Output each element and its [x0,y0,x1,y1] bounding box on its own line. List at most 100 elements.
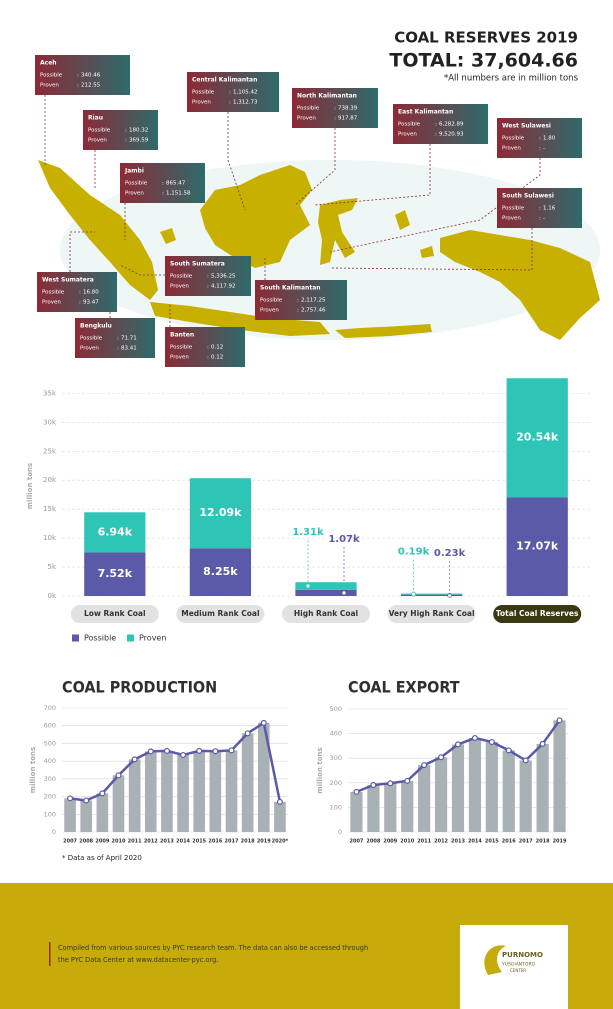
chart: million tons 0k 5k 10k 15k 20k 25k 30k 35k 7.52k 6… [26,378,590,643]
row-value: 1,312.73 [233,100,258,106]
line-marker [67,795,74,802]
bar [418,765,431,832]
row-label: Proven [80,346,99,352]
row-value: 4,117.92 [211,284,236,290]
chart-title: COAL PRODUCTION [62,678,217,697]
category-pill [70,605,159,623]
footer-text: Compiled from various sources by PYC res… [58,944,368,952]
bar [64,798,76,832]
logo-text: CENTER [510,968,526,973]
separator: : [435,132,437,138]
y-tick-label: 20k [43,476,57,484]
row-label: Possible [502,206,525,212]
total: TOTAL: 37,604.66 [389,50,578,72]
chart-note: * Data as of April 2020 [62,854,142,862]
label-box [497,118,582,158]
row-value: 83.41 [121,346,137,352]
data-label: 20.54k [516,431,559,444]
bar-segment [506,497,568,596]
map-connectors [44,95,541,327]
legend-label: Possible [84,634,116,643]
line-marker [455,741,462,748]
label-box [165,256,251,296]
bar-segment [295,582,357,590]
row-value: 0.12 [211,345,223,351]
logo-text: PURNOMO [502,951,543,959]
row-label: Proven [260,308,279,314]
region-name: Bengkulu [80,323,112,330]
x-tick-label: Low Rank Coal [84,609,146,618]
separator: : [207,274,209,280]
row-label: Possible [40,73,63,79]
x-tick-label: 2014 [176,839,190,845]
bar [193,750,206,832]
x-tick-label: 2009 [383,839,397,845]
x-tick-label: 2007 [350,839,364,845]
y-tick-label: 10k [43,534,57,542]
label-box [120,163,205,203]
y-tick-label: 400 [330,730,342,738]
row-value: 93.47 [83,300,99,306]
category-pill [493,605,582,623]
row-value: 1,151.58 [166,191,191,197]
separator: : [229,100,231,106]
y-tick-label: 500 [44,739,56,747]
region-label: West Sulawesi Possible:1.80 Proven: - [497,118,582,158]
bar [401,780,414,832]
data-label: 0.19k [398,547,430,558]
y-tick-label: 200 [44,793,56,801]
bar-segment [189,478,252,549]
bar [96,793,109,832]
row-value: 738.39 [338,106,358,112]
row-label: Proven [125,191,144,197]
label-box [393,104,488,144]
y-tick-label: 35k [43,389,57,397]
separator: : [297,308,299,314]
separator: : [79,290,81,296]
line-marker [438,754,445,761]
line-marker [212,748,219,755]
row-value: 180.32 [129,128,148,134]
bar-segment [400,594,463,596]
line-marker [244,730,251,737]
region-label: Central Kalimantan Possible:1,105.42 Prove… [187,72,279,112]
region-name: Aceh [40,60,57,67]
row-value: 2,757.46 [301,308,326,314]
y-tick-label: 0 [52,828,56,836]
x-tick-label: 2007 [63,839,77,845]
y-tick-label: 300 [330,754,342,762]
y-tick-label: 0 [338,828,342,836]
row-value: 9,520.93 [439,132,464,138]
row-value: 6,282.89 [439,122,464,128]
y-tick-label: 400 [44,757,56,765]
label-box [187,72,279,112]
data-label: 7.52k [98,567,133,580]
line-marker [147,748,154,755]
footer-rule [49,942,51,966]
category-pill [387,605,476,623]
bar-segment [84,552,146,596]
row-label: Possible [125,181,148,187]
category-pill [176,605,265,623]
x-tick-label: 2015 [485,839,499,845]
region-name: Jambi [124,168,144,175]
bar [241,733,254,832]
line-marker [522,757,529,764]
line [69,721,282,803]
region-label: East Kalimantan Possible:6,282.89 Proven:9… [393,104,488,144]
bar-segment [506,378,568,498]
x-tick-label: 2011 [128,839,142,845]
row-value: - [543,216,545,222]
label-box [165,327,245,367]
row-value: 1.16 [543,206,556,212]
line-marker [387,780,394,787]
separator: : [162,191,164,197]
line-marker [505,747,512,754]
row-label: Proven [40,83,59,89]
x-tick-label: 2019 [553,839,567,845]
line-marker [370,782,377,789]
bar [112,775,125,832]
connector [329,228,533,271]
region-name: Central Kalimantan [192,77,257,84]
logo-box [460,925,568,1009]
